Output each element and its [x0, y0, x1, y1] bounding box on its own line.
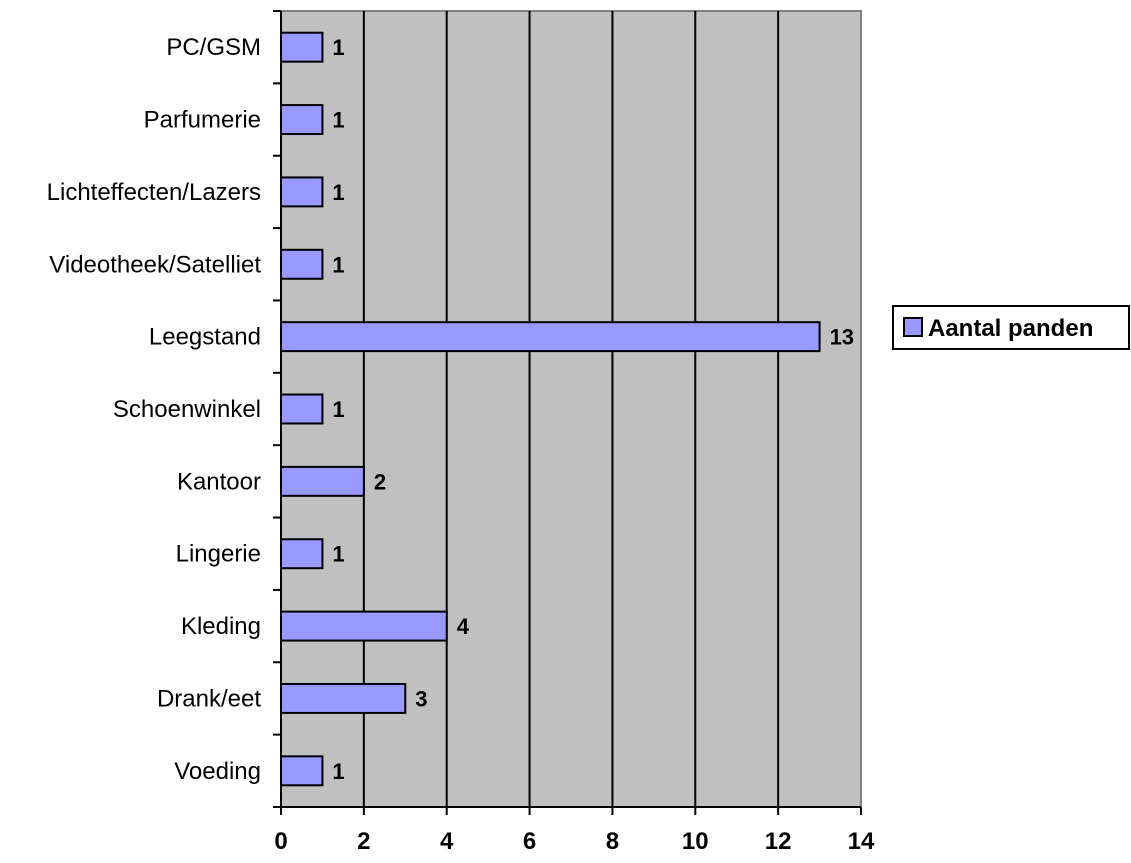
data-label: 1 [332, 35, 344, 60]
bar [280, 31, 324, 63]
category-label: Leegstand [149, 324, 261, 351]
x-tick-labels: 0 2 4 6 8 10 12 14 [274, 828, 875, 855]
data-label: 1 [332, 542, 344, 567]
category-label: Drank/eet [157, 685, 261, 712]
data-label: 1 [332, 759, 344, 784]
bar [280, 538, 324, 570]
data-label: 3 [415, 686, 427, 711]
data-label: 1 [332, 180, 344, 205]
category-label: Lichteffecten/Lazers [47, 179, 261, 206]
x-tick-label: 12 [765, 828, 792, 855]
axes [273, 10, 862, 815]
category-label: Kleding [181, 613, 261, 640]
bar [280, 755, 324, 787]
bar [280, 465, 365, 497]
category-label: PC/GSM [166, 34, 261, 61]
data-label: 1 [332, 108, 344, 133]
data-label: 2 [374, 469, 386, 494]
data-label: 4 [457, 614, 470, 639]
data-label: 1 [332, 252, 344, 277]
x-tick-label: 6 [523, 828, 536, 855]
legend-swatch [903, 317, 923, 337]
category-label: Videotheek/Satelliet [49, 251, 261, 278]
bar [280, 321, 821, 353]
legend-box [892, 305, 1130, 350]
plot-area [280, 10, 862, 808]
category-label: Parfumerie [144, 107, 261, 134]
legend-label: Aantal panden [928, 315, 1093, 342]
bars [280, 31, 821, 787]
bar [280, 248, 324, 280]
bar [280, 610, 448, 642]
x-tick-label: 8 [606, 828, 619, 855]
data-label: 1 [332, 397, 344, 422]
category-label: Voeding [174, 758, 261, 785]
category-label: Schoenwinkel [113, 396, 261, 423]
category-label: Kantoor [177, 468, 261, 495]
gridlines [362, 11, 780, 807]
bar [280, 176, 324, 208]
category-label: Lingerie [176, 541, 261, 568]
x-tick-label: 0 [274, 828, 287, 855]
x-tick-label: 14 [848, 828, 875, 855]
category-labels: Voeding Drank/eet Kleding Lingerie Kantoor Sc… [47, 34, 262, 785]
data-label: 13 [830, 325, 854, 350]
bar [280, 393, 324, 425]
bar [280, 682, 407, 714]
x-tick-label: 4 [440, 828, 454, 855]
bar [280, 104, 324, 136]
x-tick-label: 2 [357, 828, 370, 855]
legend: Aantal panden [892, 305, 1130, 350]
x-tick-label: 10 [682, 828, 709, 855]
